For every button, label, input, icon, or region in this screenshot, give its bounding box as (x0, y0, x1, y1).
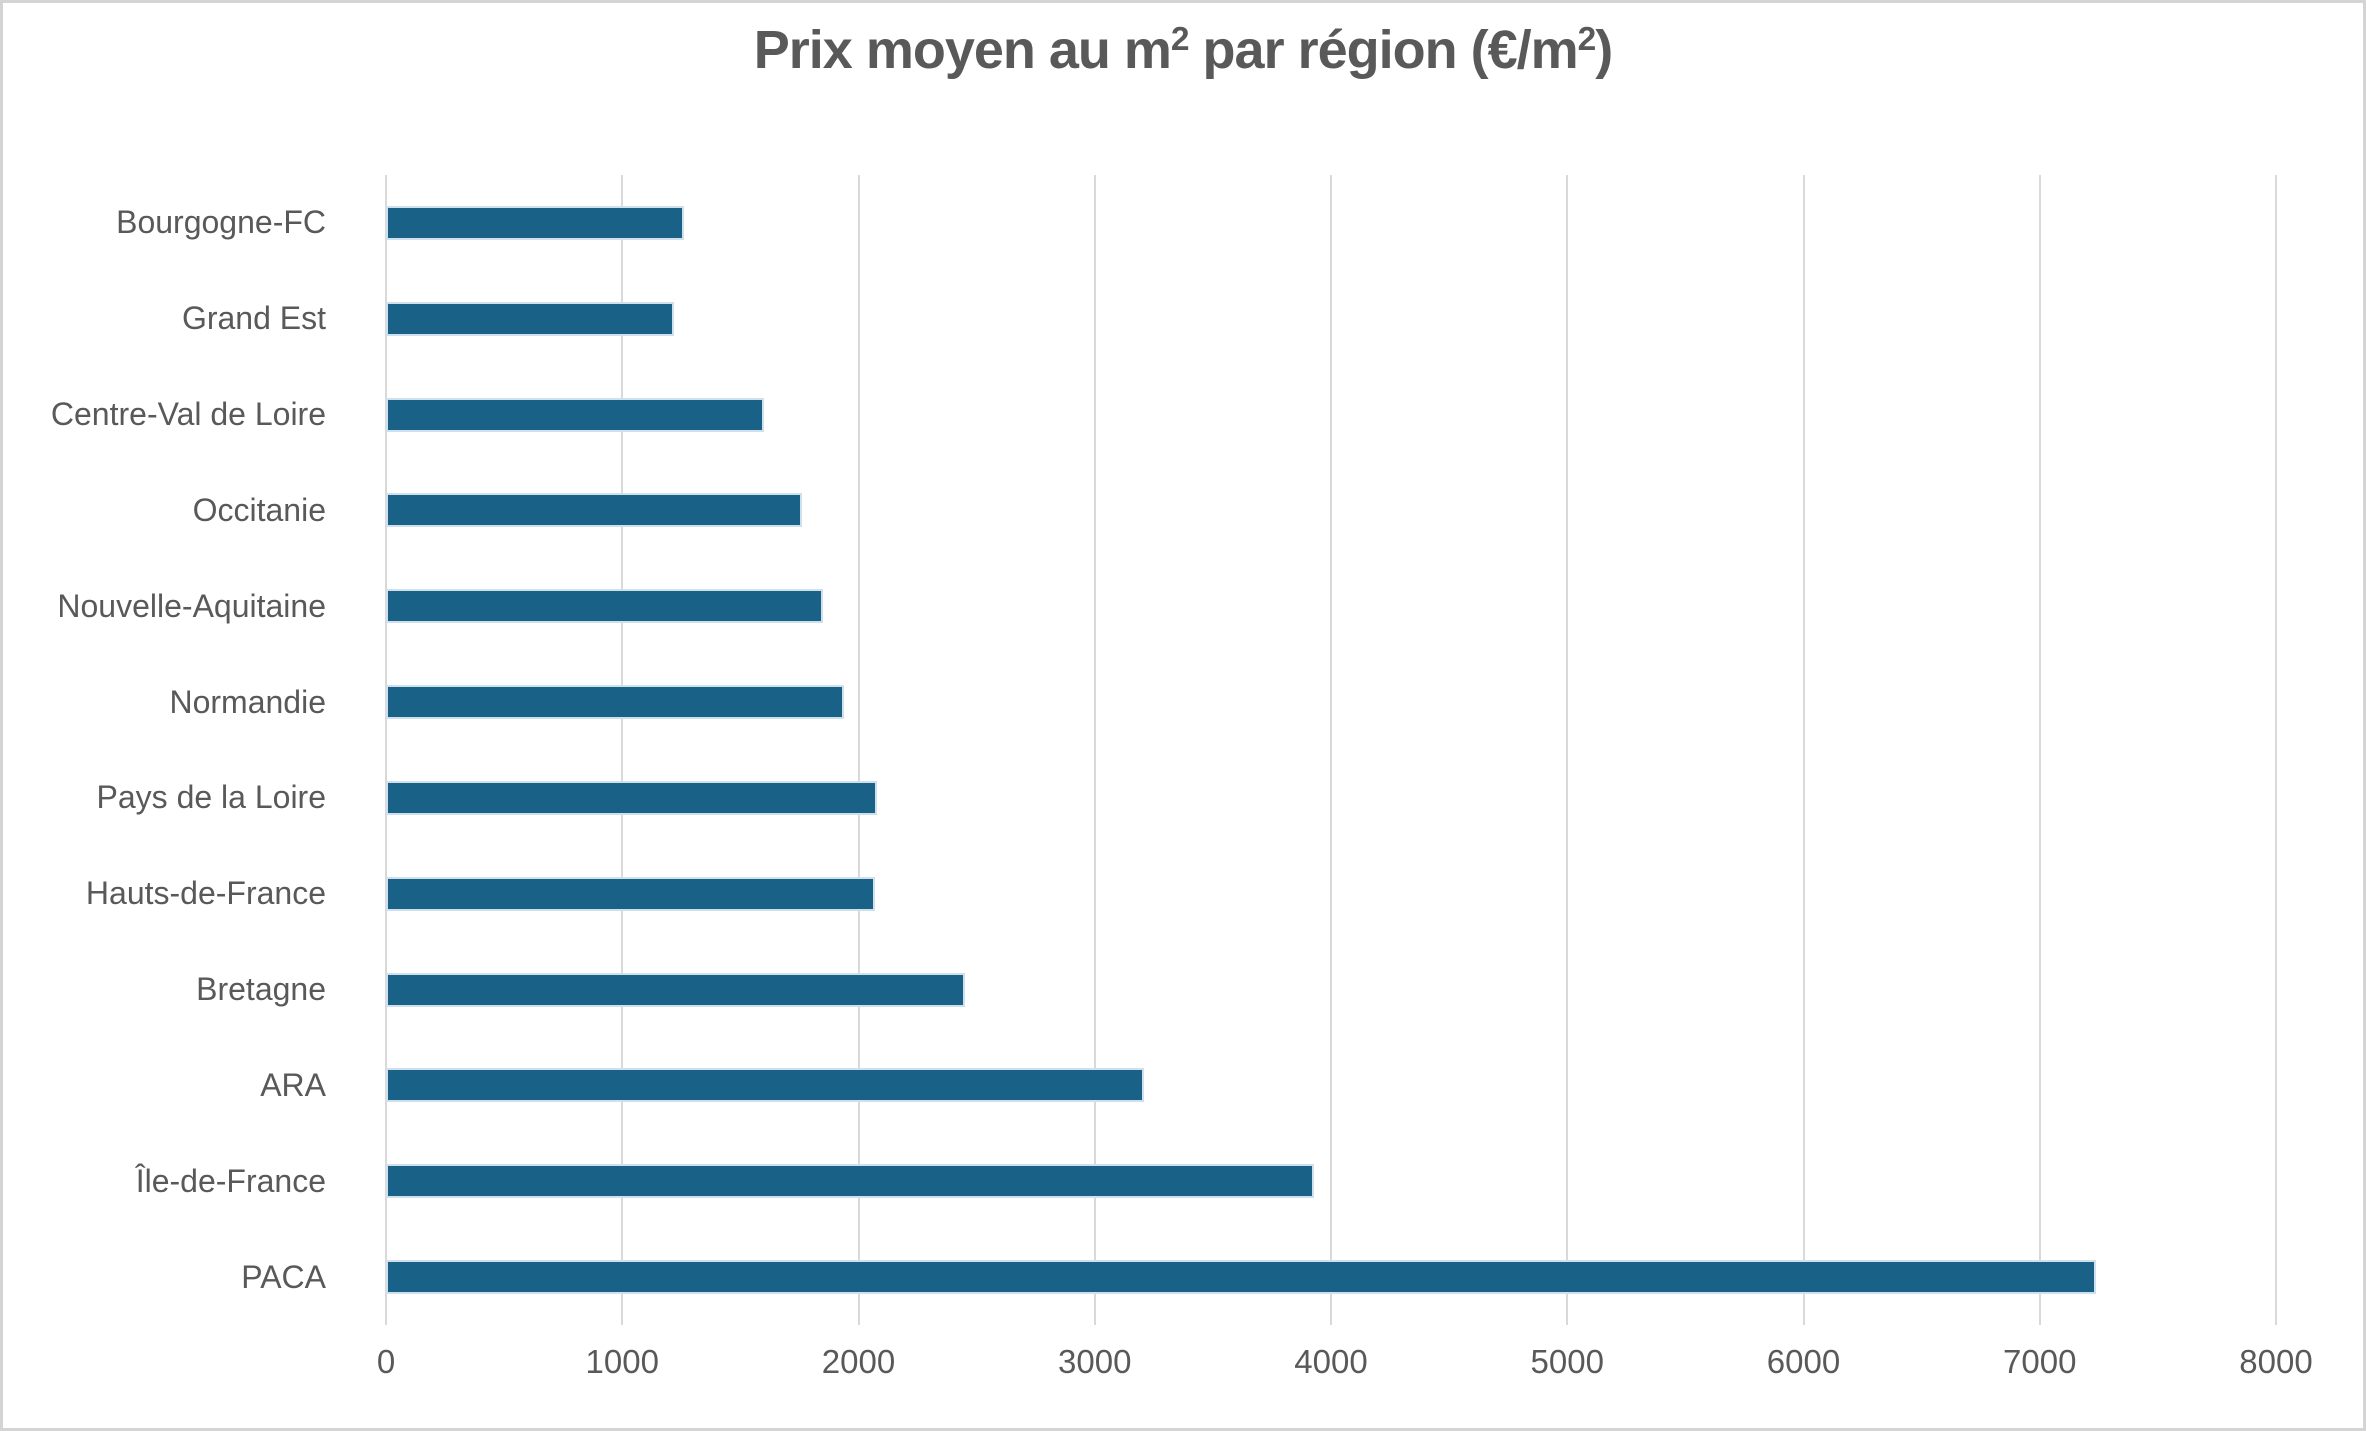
x-tick-label: 6000 (1766, 1343, 1841, 1380)
category-label: Grand Est (181, 300, 326, 337)
value-axis: 0 1000 2000 3000 4000 5000 6000 7000 8000 (377, 1343, 2313, 1403)
gridline (1802, 175, 1805, 1325)
bar (386, 301, 675, 336)
x-tick-label: 1000 (585, 1343, 659, 1380)
bar (386, 685, 845, 720)
gridline (1566, 175, 1569, 1325)
gridline (2038, 175, 2041, 1325)
title-superscript: 2 (1170, 20, 1190, 58)
category-label: Hauts-de-France (85, 875, 326, 912)
gridline (1093, 175, 1096, 1325)
category-label: Bretagne (196, 971, 326, 1008)
bar (386, 397, 764, 432)
category-label: PACA (241, 1258, 326, 1295)
category-label: Nouvelle-Aquitaine (57, 587, 326, 624)
title-text: ) (1595, 20, 1613, 80)
category-label: Pays de la Loire (96, 779, 326, 816)
title-text: par région (€/m (1188, 20, 1579, 80)
category-label: ARA (260, 1066, 326, 1103)
bar (386, 205, 684, 240)
bar (386, 1068, 1145, 1103)
title-superscript: 2 (1577, 20, 1597, 58)
bar (386, 780, 878, 815)
category-label: Île-de-France (135, 1162, 326, 1199)
x-tick-label: 4000 (1294, 1343, 1368, 1380)
category-label: Occitanie (192, 491, 326, 528)
gridline (857, 175, 860, 1325)
x-tick-label: 5000 (1530, 1343, 1604, 1380)
bar (386, 1260, 2097, 1295)
gridline (2275, 175, 2277, 1325)
gridline (385, 175, 387, 1325)
x-tick-label: 8000 (2239, 1343, 2313, 1380)
bar (386, 972, 965, 1007)
gridline (1330, 175, 1332, 1325)
bar (386, 493, 802, 528)
category-axis: Bourgogne-FC Grand Est Centre-Val de Loire… (3, 175, 356, 1325)
bar (386, 876, 876, 911)
x-tick-label: 0 (376, 1343, 396, 1380)
category-label: Centre-Val de Loire (50, 396, 326, 433)
x-tick-label: 7000 (2003, 1343, 2077, 1380)
category-label: Bourgogne-FC (116, 204, 326, 241)
plot-area (385, 175, 2277, 1325)
title-text: Prix moyen au m (753, 20, 1172, 80)
x-tick-label: 3000 (1058, 1343, 1132, 1380)
gridline (621, 175, 624, 1325)
bar (386, 1164, 1315, 1199)
x-tick-label: 2000 (821, 1343, 896, 1380)
chart-title: Prix moyen au m2 par région (€/m2) (3, 19, 2363, 81)
category-label: Normandie (169, 683, 326, 720)
bar (386, 589, 824, 624)
